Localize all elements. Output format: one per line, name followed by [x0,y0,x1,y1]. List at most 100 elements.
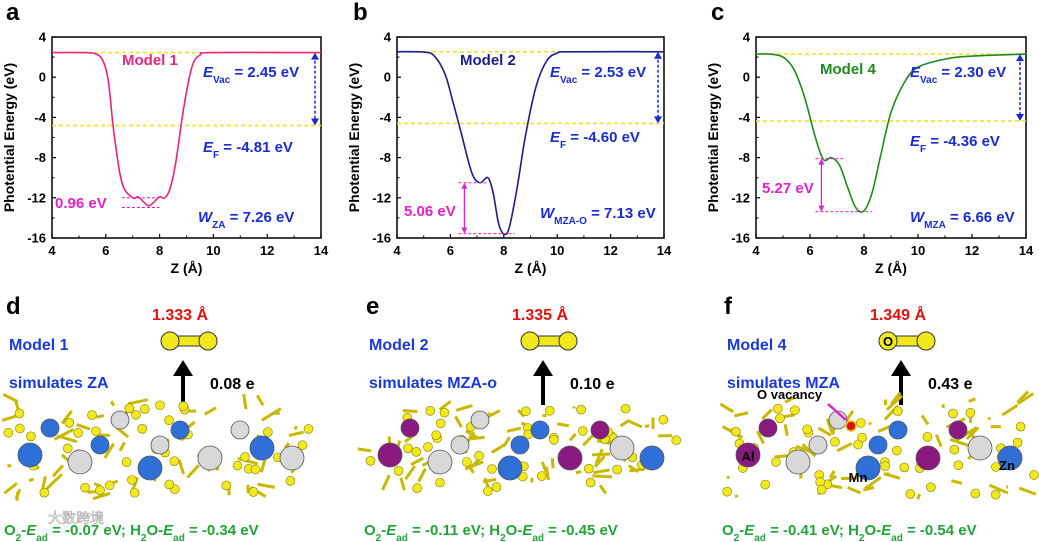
zn-atom [639,445,665,471]
bond [2,393,19,404]
s-atom [578,426,588,436]
ef-annotation: EF = -4.60 eV [550,129,640,151]
y-tick-label: -8 [34,150,46,165]
s-atom [1029,470,1039,480]
s-atom [671,435,682,446]
barrier-label: 5.06 eV [404,203,456,220]
zn-atom [888,420,908,440]
s-atom [549,435,559,445]
s-atom [990,489,1001,500]
bond [261,407,282,422]
s-atom [771,457,781,467]
y-tick-label: -4 [379,110,391,125]
o2-molecule [520,331,578,351]
panel-letter: a [6,0,20,26]
work-function-annotation: WZA = 7.26 eV [198,209,294,231]
bond [592,452,611,457]
charge-arrow-head [533,360,553,376]
s-atom [365,455,376,466]
structure-panel-f: f Model 4 simulates MZA 1.349 Å 0.43 e O O vac… [719,293,1039,542]
al-atom [470,410,490,430]
s-atom [536,471,547,481]
charge-arrow-head [173,360,193,376]
x-tick-label: 14 [1019,243,1034,258]
s-atom [802,424,812,435]
s-atom [431,430,441,440]
s-atom [124,403,135,414]
s-atom [3,427,14,438]
bond [572,405,576,410]
bond [756,430,765,445]
bond [1016,392,1035,406]
bond [410,456,424,467]
bond [1016,390,1030,404]
s-atom [240,452,250,462]
atom-label-al: Al [742,449,755,464]
evac-annotation: EVac = 2.53 eV [550,64,646,86]
bond [598,484,607,495]
zn-atom [868,435,888,455]
s-atom [576,404,586,415]
atom-label-mn: Mn [849,470,868,485]
bond [257,482,276,489]
bond [357,447,372,453]
bond [540,461,548,472]
bond [60,410,73,425]
bond [28,477,35,483]
slab-structure [357,400,682,496]
watermark: 大数跨境 [48,511,104,527]
al-atom [279,445,305,471]
s-atom [232,460,243,471]
x-tick-label: 8 [156,243,163,258]
s-atom [87,410,97,420]
atom-label-zn: Zn [999,458,1015,473]
s-atom [487,464,497,474]
bond [864,476,882,490]
barrier-label: 0.96 eV [55,195,107,212]
al-atom [67,449,93,475]
x-tick-label: 6 [447,243,454,258]
s-atom [393,466,404,476]
s-atom [127,475,137,485]
series-name: Model 1 [122,52,178,69]
al-atom [967,435,993,461]
bond [868,421,873,426]
bond [734,494,739,498]
bond [592,474,613,479]
slab-structure [1,393,314,501]
s-atom [612,464,622,475]
adsorption-energies: O2-Ead = -0.11 eV; H2O-Ead = -0.45 eV [364,522,618,542]
bond [626,419,643,429]
bond [490,443,506,454]
y-axis-label: Photential Energy (eV) [705,63,721,212]
y-tick-label: -16 [372,231,391,246]
bond [438,400,452,411]
bond [627,464,640,473]
mn-atom [735,442,761,468]
bond [404,465,417,481]
x-tick-label: 12 [965,243,979,258]
barrier-arrow-head [818,158,825,165]
bond [92,491,111,501]
s-atom [412,483,422,493]
s-atom [435,477,445,488]
charge-transfer: 0.43 e [928,376,973,393]
s-atom [39,487,50,498]
s-atom [953,460,964,471]
zn-atom [855,455,881,481]
s-atom [14,408,25,419]
arrow-head-up [311,52,319,60]
s-atom [620,403,631,414]
bond [470,435,485,441]
ef-annotation: EF = -4.81 eV [203,139,293,161]
s-atom [169,456,180,467]
adsorption-energies: O2-Ead = -0.07 eV; H2O-Ead = -0.34 eV [4,522,259,542]
bond [15,492,20,501]
structure-panel-e: e Model 2 simulates MZA-o 1.335 Å 0.10 e O2-E… [357,293,682,542]
x-tick-label: 12 [260,243,274,258]
bond [575,470,582,475]
s-atom [949,444,960,455]
panel-letter: d [6,293,21,320]
mn-atom [948,420,968,440]
s-atom [760,479,771,490]
